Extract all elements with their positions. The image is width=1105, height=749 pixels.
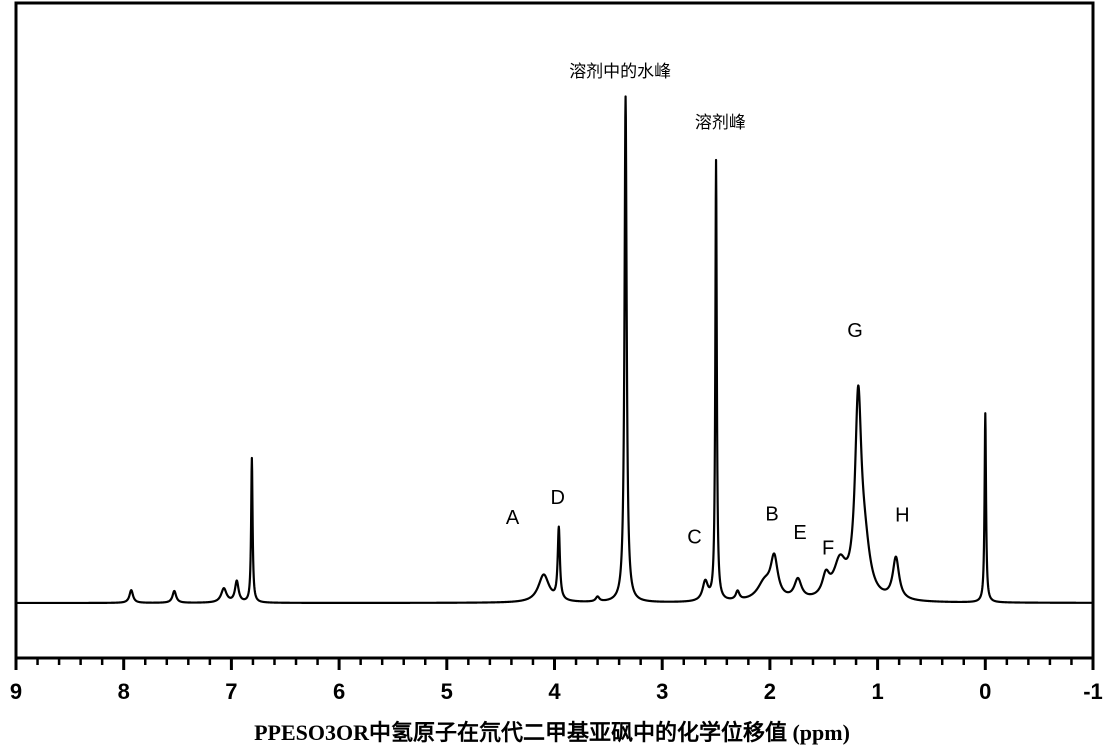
x-tick-label: 2 bbox=[764, 679, 776, 704]
peak-label-c: C bbox=[687, 527, 701, 549]
plot-frame bbox=[14, 1, 1095, 660]
x-axis-ticks bbox=[14, 658, 1095, 670]
x-tick-label: 7 bbox=[225, 679, 237, 704]
x-tick-label: 8 bbox=[118, 679, 130, 704]
peak-labels: A D C BEF G H bbox=[506, 320, 910, 560]
peak-label-b: B bbox=[765, 503, 778, 525]
x-tick-label: 9 bbox=[10, 679, 22, 704]
x-tick-label: 4 bbox=[548, 679, 561, 704]
x-tick-label: 3 bbox=[656, 679, 668, 704]
peak-label-h: H bbox=[895, 505, 909, 527]
spectrum-line bbox=[15, 95, 1094, 605]
peak-label-a: A bbox=[506, 507, 520, 529]
peak-label-e: E bbox=[793, 522, 806, 544]
x-axis-tick-labels: 9 8 7 6 5 4 3 2 1 0 -1 bbox=[10, 679, 1103, 704]
x-tick-label: 0 bbox=[979, 679, 991, 704]
x-tick-label: -1 bbox=[1083, 679, 1103, 704]
solvent-annotation: 溶剂峰 bbox=[695, 113, 746, 133]
x-axis-label: PPESO3OR中氢原子在氘代二甲基亚砜中的化学位移值 (ppm) bbox=[254, 720, 850, 745]
x-tick-label: 1 bbox=[871, 679, 883, 704]
peak-label-f: F bbox=[822, 538, 834, 560]
peak-label-d: D bbox=[551, 487, 565, 509]
x-tick-label: 6 bbox=[333, 679, 345, 704]
x-tick-label: 5 bbox=[441, 679, 453, 704]
solvent-annotation: 溶剂中的水峰 bbox=[569, 62, 671, 82]
peak-label-g: G bbox=[847, 320, 863, 342]
